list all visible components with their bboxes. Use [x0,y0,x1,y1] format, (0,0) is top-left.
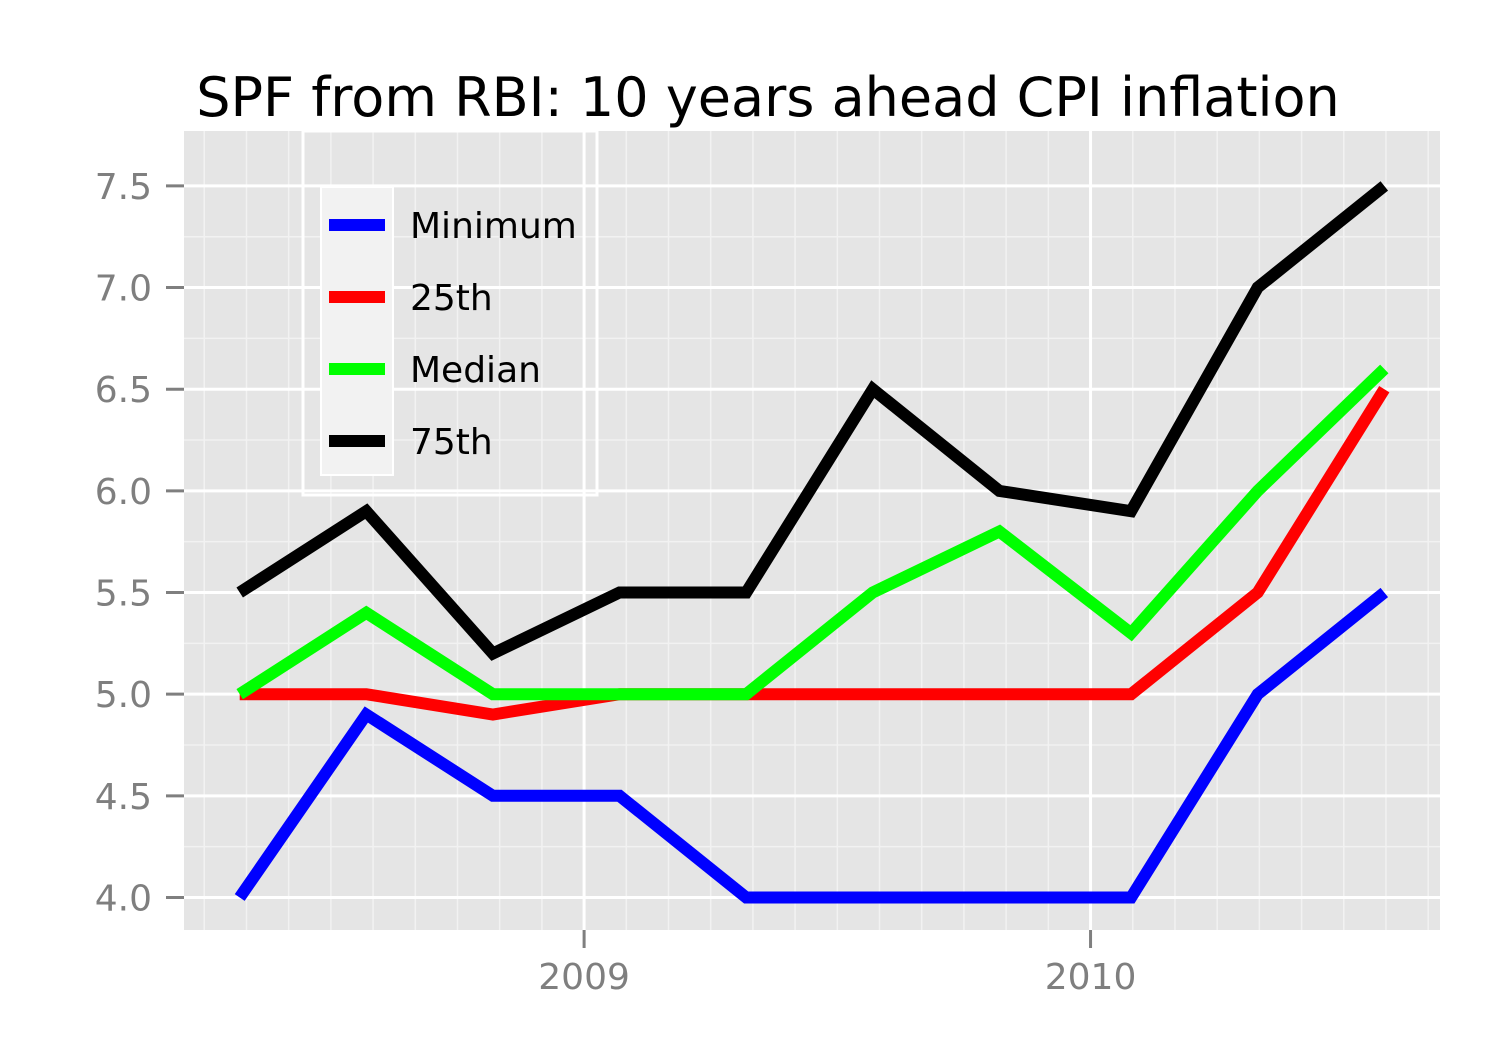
legend-key-background [320,186,394,476]
y-tick-label: 7.0 [95,269,152,310]
y-tick-label: 4.5 [95,777,152,818]
x-tick-label: 2009 [538,957,630,998]
legend-label-median: Median [410,350,541,391]
chart-title: SPF from RBI: 10 years ahead CPI inflati… [196,66,1340,129]
series-line-median [236,364,1389,701]
series-line-25th [239,386,1390,721]
legend-label-25th: 25th [410,278,493,319]
series-line-minimum [234,587,1389,904]
legend-label-minimum: Minimum [410,206,577,247]
y-tick-label: 6.5 [95,370,152,411]
series-lines [234,181,1390,904]
y-tick-label: 6.0 [95,472,152,513]
legend-label-75th: 75th [410,422,493,463]
y-tick-label: 5.0 [95,675,152,716]
y-axis: 4.0 4.5 5.0 5.5 6.0 6.5 7.0 7.5 [95,167,184,919]
x-tick-label: 2010 [1045,957,1137,998]
legend-frame [301,129,599,497]
legend: Minimum 25th Median 75th [301,129,599,497]
y-tick-label: 5.5 [95,574,152,615]
y-tick-label: 4.0 [95,878,152,919]
x-axis: 2009 2010 [538,930,1136,998]
y-tick-label: 7.5 [95,167,152,208]
series-line-75th [236,181,1389,661]
